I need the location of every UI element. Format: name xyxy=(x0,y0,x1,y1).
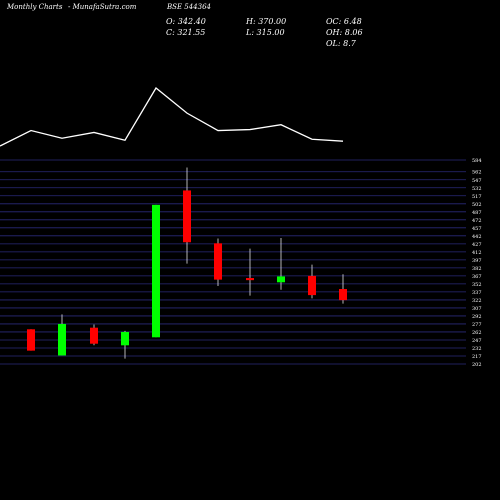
y-tick-label: 442 xyxy=(472,234,482,240)
y-tick-label: 307 xyxy=(472,306,482,312)
candle-body xyxy=(308,275,316,296)
candle-body xyxy=(277,276,285,283)
y-tick-label: 517 xyxy=(472,194,482,200)
candle-body xyxy=(246,278,254,281)
y-tick-label: 247 xyxy=(472,338,482,344)
y-tick-label: 457 xyxy=(472,226,482,232)
y-tick-label: 397 xyxy=(472,258,482,264)
candle-body xyxy=(27,329,35,351)
candles xyxy=(27,167,347,359)
oc-value: OC: 6.48 xyxy=(326,17,362,26)
candle-body xyxy=(183,190,191,243)
site-title: Monthly Charts xyxy=(7,3,63,11)
y-tick-label: 367 xyxy=(472,274,482,280)
y-tick-label: 584 xyxy=(472,158,482,164)
ol-value: OL: 8.7 xyxy=(326,39,356,48)
candle-body xyxy=(58,323,66,356)
symbol-label: BSE 544364 xyxy=(167,3,211,11)
y-tick-label: 547 xyxy=(472,178,482,184)
y-tick-label: 382 xyxy=(472,266,482,272)
close-value: C: 321.55 xyxy=(166,28,206,37)
y-tick-label: 412 xyxy=(472,250,482,256)
low-value: L: 315.00 xyxy=(246,28,285,37)
y-tick-label: 217 xyxy=(472,354,482,360)
candle-body xyxy=(339,289,347,301)
oh-value: OH: 8.06 xyxy=(326,28,363,37)
y-tick-label: 472 xyxy=(472,218,482,224)
grid-lines xyxy=(0,159,466,365)
y-tick-label: 262 xyxy=(472,330,482,336)
candle-body xyxy=(214,243,222,280)
y-tick-label: 532 xyxy=(472,186,482,192)
y-tick-label: 502 xyxy=(472,202,482,208)
candle-body xyxy=(90,327,98,344)
y-tick-label: 232 xyxy=(472,346,482,352)
y-tick-label: 562 xyxy=(472,170,482,176)
open-value: O: 342.40 xyxy=(166,17,206,26)
candle-body xyxy=(121,331,129,346)
y-tick-label: 352 xyxy=(472,282,482,288)
y-tick-label: 202 xyxy=(472,362,482,368)
volume-line xyxy=(0,87,344,147)
y-tick-label: 487 xyxy=(472,210,482,216)
y-tick-label: 337 xyxy=(472,290,482,296)
candle-body xyxy=(152,204,160,338)
high-value: H: 370.00 xyxy=(246,17,287,26)
y-tick-label: 322 xyxy=(472,298,482,304)
y-tick-label: 292 xyxy=(472,314,482,320)
y-tick-label: 427 xyxy=(472,242,482,248)
source-label: - MunafaSutra.com xyxy=(68,3,137,11)
y-axis-ticks: 202 217 232 247 262 277 292 307 322 337 352 367 382 3… xyxy=(472,158,482,368)
y-tick-label: 277 xyxy=(472,322,482,328)
